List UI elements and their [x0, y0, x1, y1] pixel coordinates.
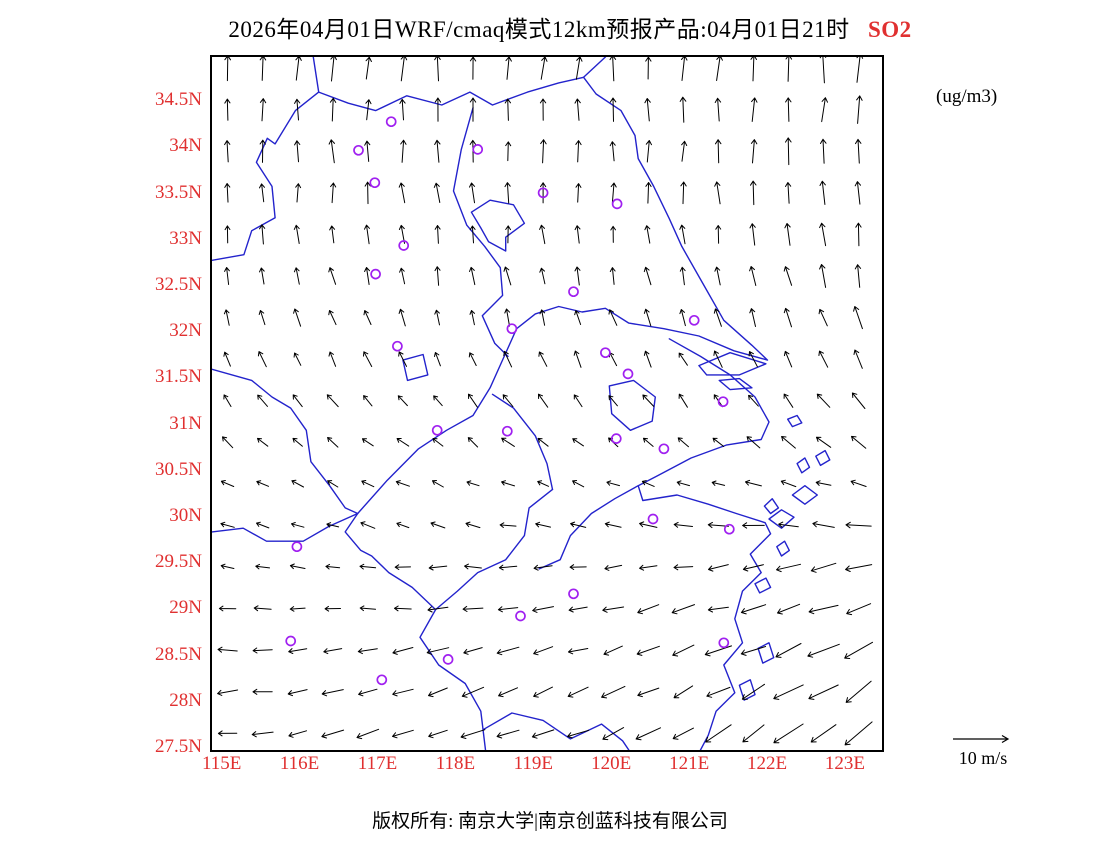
x-tick-label: 115E [201, 753, 242, 774]
map-island-coastal-island-6 [754, 577, 772, 594]
map-boundary-henan-anhui-border [212, 57, 320, 261]
map-boundary-qiantang-river [538, 485, 639, 570]
x-tick-label: 116E [279, 753, 320, 774]
station-marker [501, 425, 513, 437]
station-marker [353, 144, 364, 156]
page-title: 2026年04月01日WRF/cmaq模式12km预报产品:04月01日21时 … [70, 10, 1070, 44]
station-marker [610, 433, 622, 444]
station-marker [600, 347, 611, 359]
y-tick-label: 28N [169, 689, 202, 711]
title-text: 2026年04月01日WRF/cmaq模式12km预报产品:04月01日21时 [228, 17, 850, 42]
station-marker [376, 674, 388, 686]
map-boundary-anhui-jiangsu-south-border [491, 393, 554, 491]
station-marker [398, 240, 410, 251]
station-marker [385, 116, 397, 128]
map-island-coastal-island-7 [757, 642, 775, 664]
map-boundary-shandong-jiangsu-border [318, 76, 585, 112]
station-marker [515, 610, 526, 622]
station-marker [431, 424, 443, 436]
station-marker [723, 523, 735, 535]
station-marker [622, 368, 634, 380]
x-tick-label: 123E [824, 753, 865, 774]
wind-vector-field [217, 57, 873, 746]
legend-speed-label: 10 m/s [958, 748, 1008, 768]
x-tick-label: 119E [513, 753, 554, 774]
map-boundary-jiangsu-anhui-border [452, 107, 509, 358]
map-island-island-mouth-east [787, 414, 803, 428]
map-boundary-jiangxi-anhui-border [344, 512, 487, 750]
map-boundary-anhui-zhejiang-border [434, 488, 554, 611]
station-marker [647, 513, 659, 525]
y-tick-label: 27.5N [155, 736, 202, 757]
station-marker [658, 443, 670, 455]
station-marker [568, 286, 579, 298]
y-tick-label: 33.5N [155, 181, 202, 203]
station-marker [369, 177, 381, 189]
map-boundary-zhejiang-fujian-border [482, 712, 630, 750]
y-tick-label: 30N [169, 505, 202, 526]
station-marker [568, 588, 579, 600]
x-tick-label: 122E [746, 753, 788, 774]
x-tick-label: 117E [357, 753, 398, 774]
station-marker [717, 396, 729, 408]
map-island-coastal-island-9 [776, 540, 790, 557]
station-marker [370, 268, 381, 280]
wind-legend: 10 m/s [938, 730, 1028, 769]
station-marker [291, 541, 303, 553]
y-tick-label: 34.5N [155, 89, 202, 111]
map-island-chao-lake [402, 353, 429, 382]
map-boundary-jiangsu-coast-and-yangtze [212, 57, 769, 542]
station-marker [392, 340, 403, 352]
y-tick-label: 32.5N [155, 274, 202, 295]
map-island-zhoushan-1 [768, 509, 795, 529]
y-tick-label: 30.5N [155, 458, 202, 480]
y-tick-label: 31N [169, 412, 202, 434]
units-label: (ug/m3) [936, 86, 998, 107]
y-tick-label: 31.5N [155, 366, 202, 388]
y-tick-label: 29N [169, 597, 202, 619]
station-marker [611, 198, 623, 210]
map-island-chongming-island [698, 352, 767, 376]
map-island-zhoushan-3 [763, 498, 780, 515]
y-tick-label: 34N [169, 135, 202, 157]
map-island-coastal-island-8 [738, 679, 756, 701]
reference-arrow-shape [953, 734, 1010, 744]
station-marker [688, 314, 700, 326]
station-marker [472, 144, 484, 155]
y-tick-label: 28.5N [155, 643, 202, 665]
copyright-text: 版权所有: 南京大学|南京创蓝科技有限公司 [372, 811, 728, 832]
reference-arrow-icon [953, 734, 1010, 744]
x-tick-label: 120E [591, 753, 632, 774]
station-marker [285, 635, 297, 647]
station-marker [718, 637, 730, 649]
y-tick-label: 33N [169, 227, 202, 249]
station-marker [537, 187, 549, 199]
map-plot-frame [210, 55, 884, 752]
map-island-changxing-island [718, 377, 753, 391]
map-canvas [212, 57, 873, 750]
y-tick-label: 32N [169, 320, 202, 342]
x-tick-label: 121E [669, 753, 710, 774]
y-tick-label: 29.5N [155, 551, 202, 573]
title-species: SO2 [867, 17, 912, 42]
map-island-zhoushan-5 [796, 457, 811, 474]
map-island-tai-lake [608, 379, 656, 431]
station-marker [442, 654, 454, 665]
station-marker [506, 323, 518, 335]
map-island-hongze-lake [470, 199, 526, 252]
map-island-zhoushan-4 [815, 449, 831, 467]
x-tick-label: 118E [435, 753, 476, 774]
map-boundary-hubei-anhui-border [212, 368, 359, 515]
map-boundary-shanghai-zhejiang-coast [637, 338, 772, 750]
map-island-zhoushan-2 [791, 485, 818, 505]
